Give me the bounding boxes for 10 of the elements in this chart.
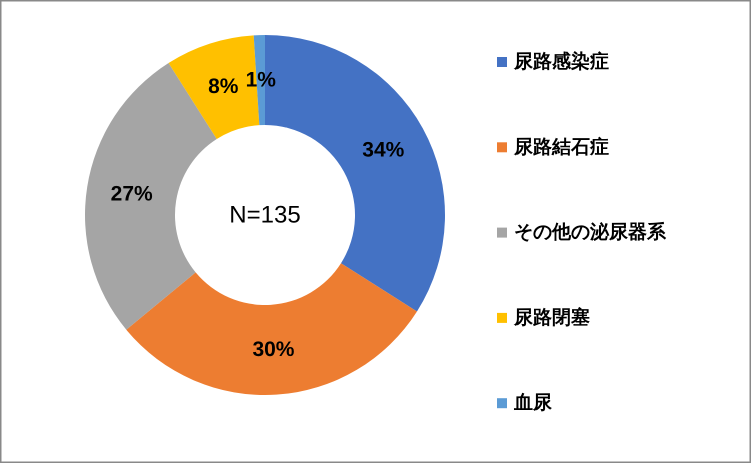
data-label: 8%: [208, 75, 239, 98]
data-label: 34%: [362, 138, 405, 162]
legend-label: 尿路閉塞: [513, 306, 590, 328]
data-label: 30%: [252, 338, 295, 362]
legend-label: 尿路感染症: [513, 50, 609, 72]
text: N=135: [229, 202, 301, 228]
legend-label: 尿路結石症: [513, 136, 609, 158]
legend-label: 血尿: [513, 392, 553, 414]
legend-label: その他の泌尿器系: [514, 221, 667, 244]
data-label: 27%: [110, 182, 154, 206]
